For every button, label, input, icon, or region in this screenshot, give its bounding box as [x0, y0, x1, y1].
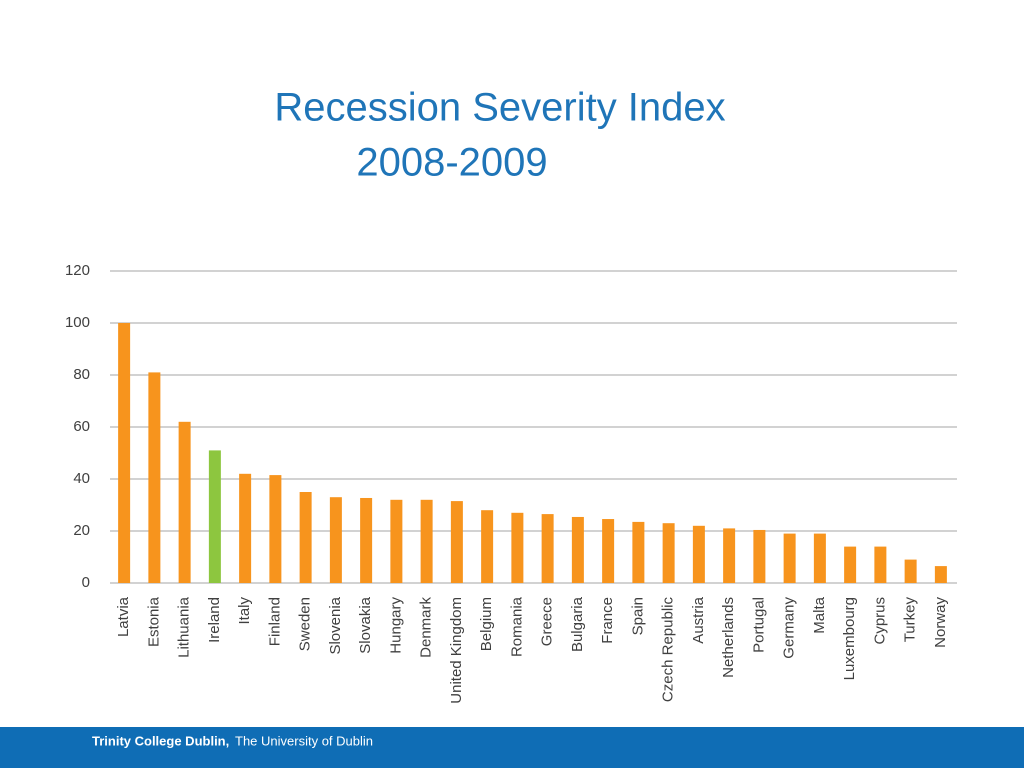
- bar: [420, 499, 433, 583]
- bar: [571, 516, 584, 583]
- x-tick-label: Bulgaria: [569, 596, 586, 652]
- chart-subtitle: 2008-2009: [356, 141, 547, 185]
- x-tick-label: Czech Republic: [660, 597, 677, 703]
- x-tick-label: Norway: [932, 597, 949, 648]
- x-tick-label: Romania: [508, 596, 525, 657]
- bar: [844, 546, 857, 583]
- x-tick-label: Sweden: [297, 597, 314, 651]
- bar: [299, 492, 312, 583]
- footer-university: The University of Dublin: [235, 733, 373, 748]
- x-tick-label: Lithuania: [176, 596, 193, 658]
- x-tick-label: Slovakia: [357, 596, 374, 653]
- x-tick-label: Latvia: [115, 596, 132, 637]
- x-tick-label: Belgium: [478, 597, 495, 651]
- bar: [662, 523, 675, 583]
- x-tick-label: United Kingdom: [448, 597, 465, 704]
- x-tick-label: Denmark: [418, 597, 435, 658]
- bar: [723, 528, 736, 583]
- footer-band: [0, 727, 1024, 768]
- x-tick-label: Estonia: [145, 596, 162, 647]
- bar: [118, 323, 131, 583]
- chart-title: Recession Severity Index: [274, 86, 725, 130]
- x-tick-label: Greece: [539, 597, 556, 646]
- x-tick-label: Germany: [781, 597, 798, 659]
- y-tick-label: 100: [65, 314, 90, 331]
- bar: [753, 529, 766, 583]
- bar: [541, 514, 554, 583]
- bar: [813, 533, 826, 583]
- bar: [632, 521, 645, 583]
- y-tick-label: 0: [82, 574, 90, 591]
- bar: [390, 499, 403, 583]
- bar: [329, 497, 342, 583]
- y-tick-label: 40: [73, 470, 90, 487]
- y-tick-label: 120: [65, 262, 90, 279]
- bar: [360, 497, 373, 583]
- y-tick-label: 60: [73, 418, 90, 435]
- bar: [148, 372, 161, 583]
- x-tick-label: Ireland: [206, 597, 223, 643]
- x-tick-label: Italy: [236, 597, 253, 625]
- x-tick-label: Netherlands: [720, 597, 737, 678]
- bar: [511, 512, 524, 583]
- bar: [602, 519, 615, 583]
- x-tick-label: Cyprus: [871, 597, 888, 645]
- y-tick-label: 80: [73, 366, 90, 383]
- bar: [269, 475, 282, 583]
- x-tick-label: Slovenia: [327, 596, 344, 654]
- footer-institution: Trinity College Dublin,: [92, 733, 229, 748]
- y-tick-label: 20: [73, 522, 90, 539]
- x-tick-label: Spain: [629, 597, 646, 635]
- bar: [904, 559, 917, 583]
- bar: [481, 510, 494, 583]
- bar: [934, 566, 947, 583]
- x-tick-label: Austria: [690, 596, 707, 643]
- x-tick-label: France: [599, 597, 616, 644]
- bar: [208, 450, 221, 583]
- bar: [692, 525, 705, 583]
- bar: [783, 533, 796, 583]
- x-tick-label: Hungary: [387, 597, 404, 654]
- x-tick-label: Portugal: [750, 597, 767, 653]
- bar: [178, 421, 191, 583]
- bar: [450, 501, 463, 583]
- x-tick-label: Luxembourg: [841, 597, 858, 680]
- x-tick-label: Malta: [811, 596, 828, 633]
- x-tick-label: Finland: [266, 597, 283, 646]
- bar: [239, 473, 252, 583]
- x-tick-label: Turkey: [902, 597, 919, 643]
- bar: [874, 546, 887, 583]
